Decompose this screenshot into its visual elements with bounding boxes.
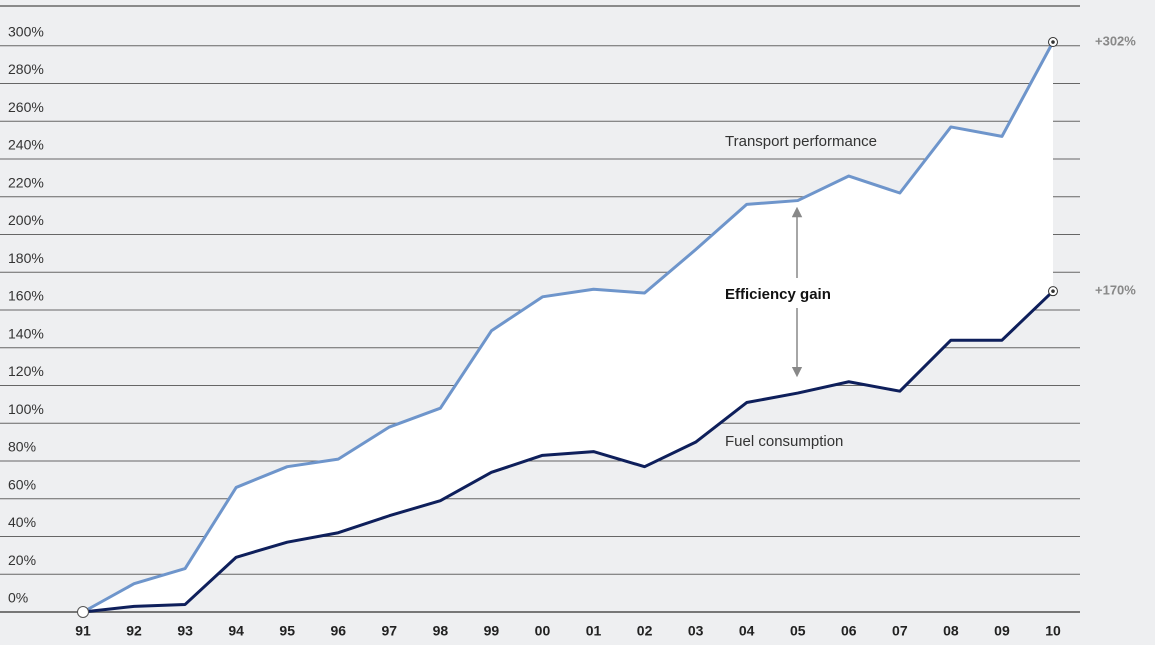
y-tick-label: 280%	[8, 61, 44, 77]
y-tick-label: 120%	[8, 363, 44, 379]
x-tick-label: 02	[637, 623, 653, 639]
line	[82, 290, 1055, 614]
y-tick-label: 60%	[8, 476, 36, 492]
y-tick-label: 260%	[8, 99, 44, 115]
y-tick-label: 300%	[8, 24, 44, 40]
x-tick-label: 00	[535, 623, 551, 639]
x-tick-label: 01	[586, 623, 602, 639]
start-marker	[77, 606, 89, 618]
y-tick-label: 160%	[8, 288, 44, 304]
x-tick-label: 97	[382, 623, 398, 639]
y-tick-label: 200%	[8, 212, 44, 228]
y-tick-label: 240%	[8, 137, 44, 153]
y-tick-label: 40%	[8, 514, 36, 530]
x-tick-label: 10	[1045, 623, 1061, 639]
y-tick-label: 100%	[8, 401, 44, 417]
x-tick-label: 93	[177, 623, 193, 639]
x-tick-label: 07	[892, 623, 908, 639]
x-tick-label: 91	[75, 623, 91, 639]
x-tick-label: 98	[433, 623, 449, 639]
annotation: Efficiency gain	[725, 286, 831, 303]
end-dot	[1051, 40, 1055, 44]
x-tick-label: 95	[279, 623, 295, 639]
y-tick-label: 20%	[8, 552, 36, 568]
x-tick-label: 94	[228, 623, 244, 639]
end-label: +170%	[1095, 283, 1136, 298]
y-tick-label: 80%	[8, 439, 36, 455]
series-label: Fuel consumption	[725, 433, 843, 450]
x-tick-label: 92	[126, 623, 142, 639]
x-tick-label: 08	[943, 623, 959, 639]
x-tick-label: 04	[739, 623, 755, 639]
x-tick-label: 03	[688, 623, 704, 639]
y-tick-label: 180%	[8, 250, 44, 266]
series-label: Transport performance	[725, 133, 877, 150]
y-tick-label: 0%	[8, 590, 28, 606]
end-dot	[1051, 289, 1055, 293]
x-tick-label: 96	[330, 623, 346, 639]
y-tick-label: 220%	[8, 174, 44, 190]
y-tick-label: 140%	[8, 325, 44, 341]
x-tick-label: 99	[484, 623, 500, 639]
x-tick-label: 05	[790, 623, 806, 639]
x-tick-label: 06	[841, 623, 857, 639]
line	[82, 41, 1055, 614]
gain-area	[83, 42, 1053, 613]
x-tick-label: 09	[994, 623, 1010, 639]
end-label: +302%	[1095, 33, 1136, 48]
